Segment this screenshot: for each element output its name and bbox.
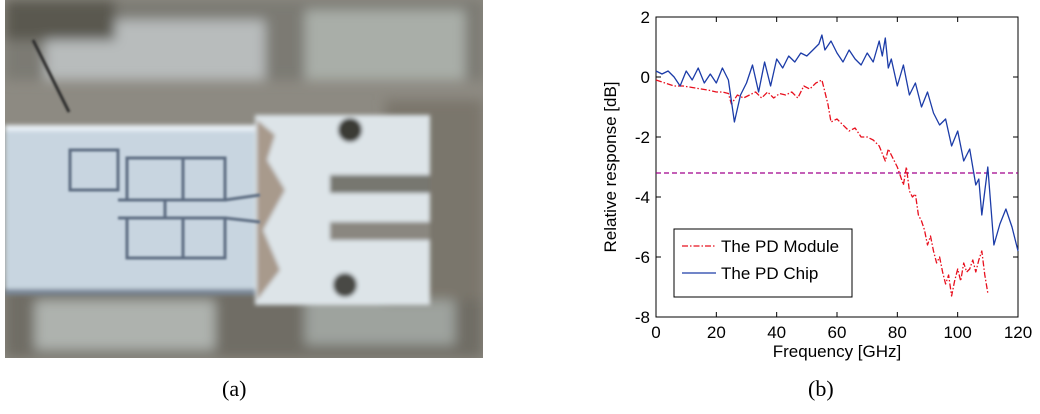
y-tick-label: -2 xyxy=(635,128,650,147)
x-tick-label: 120 xyxy=(1004,323,1032,342)
frequency-response-chart: 0 20 40 60 80 100 120-8-6-4-202 The PD ModuleT… xyxy=(601,8,1032,361)
chip-metal-pattern xyxy=(68,148,261,260)
x-tick-label: 0 xyxy=(651,323,660,342)
x-tick-label: 40 xyxy=(767,323,786,342)
y-tick-label: -8 xyxy=(635,308,650,327)
y-tick-label: 0 xyxy=(641,68,650,87)
legend-label: The PD Chip xyxy=(721,264,818,283)
probe-pad xyxy=(255,115,430,305)
legend: The PD Module The PD Chip xyxy=(673,228,853,298)
series-layer xyxy=(655,34,1019,297)
x-tick-label: 80 xyxy=(888,323,907,342)
axis-ticks: 0 20 40 60 80 100 120 -8 -6 -4 -2 0 2 xyxy=(635,8,1032,342)
legend-label: The PD Module xyxy=(721,237,839,256)
caption-b: (b) xyxy=(808,376,834,401)
y-tick-label: -4 xyxy=(635,188,650,207)
y-axis-label: Relative response [dB] xyxy=(601,81,620,252)
x-tick-label: 100 xyxy=(943,323,971,342)
legend-box xyxy=(673,228,853,298)
y-tick-label: 2 xyxy=(641,8,650,27)
series-line-1 xyxy=(655,34,1019,252)
chip-substrate xyxy=(5,125,265,295)
x-tick-label: 60 xyxy=(828,323,847,342)
probe-needle xyxy=(31,39,71,113)
pd-chip-photo xyxy=(5,0,483,358)
x-axis-label: Frequency [GHz] xyxy=(773,342,902,361)
x-tick-label: 20 xyxy=(707,323,726,342)
caption-a: (a) xyxy=(222,376,247,401)
y-tick-label: -6 xyxy=(635,248,650,267)
series-line-0 xyxy=(655,79,989,297)
